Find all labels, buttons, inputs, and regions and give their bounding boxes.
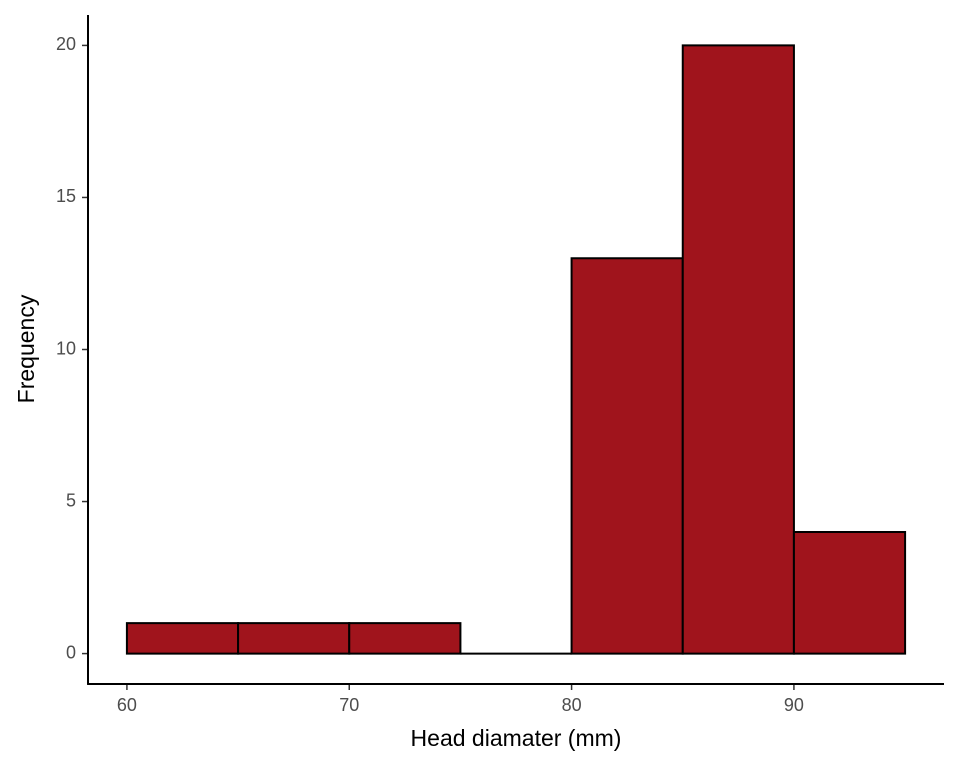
y-tick-label: 20: [56, 34, 76, 54]
x-tick-label: 70: [339, 695, 359, 715]
bar: [570, 257, 684, 655]
y-tick-label: 5: [66, 490, 76, 510]
bar: [348, 622, 462, 655]
y-tick-label: 0: [66, 642, 76, 662]
x-tick-label: 80: [562, 695, 582, 715]
x-tick-label: 90: [784, 695, 804, 715]
bar: [237, 622, 351, 655]
y-tick-label: 10: [56, 338, 76, 358]
bar: [792, 530, 907, 655]
y-axis-title: Frequency: [13, 294, 39, 403]
x-tick-label: 60: [117, 695, 137, 715]
x-axis-title: Head diamater (mm): [411, 725, 622, 751]
bar: [681, 44, 795, 655]
bar: [125, 622, 240, 655]
y-tick-label: 15: [56, 186, 76, 206]
